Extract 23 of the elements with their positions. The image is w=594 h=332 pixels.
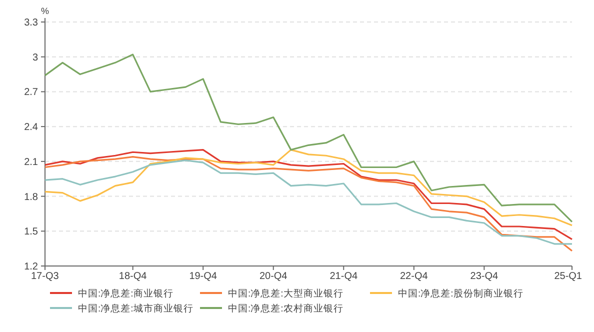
y-tick-label: 3 <box>32 52 38 64</box>
y-tick-label: 1.8 <box>24 192 38 203</box>
y-tick-label: 3.3 <box>24 18 38 28</box>
x-tick-label: 18-Q4 <box>118 271 148 282</box>
x-tick-label: 25-Q1 <box>554 271 582 282</box>
x-tick-label: 20-Q4 <box>259 271 288 282</box>
x-tick-label: 19-Q4 <box>189 271 218 282</box>
legend-label: 中国:净息差:商业银行 <box>78 288 174 300</box>
legend-label: 中国:净息差:股份制商业银行 <box>398 288 524 300</box>
y-tick-label: 1.2 <box>24 262 38 272</box>
plot: 1.2 1.5 1.8 2.1 2.4 2.7 3 3.3 % 17-Q3 18-Q4 19-Q4 20-Q4 21-Q4 22-Q4 23-Q4 25-Q1 <box>24 6 582 282</box>
x-tick-label: 22-Q4 <box>400 271 428 282</box>
y-axis-title: % <box>40 6 50 16</box>
legend-label: 中国:净息差:城市商业银行 <box>78 302 194 314</box>
y-tick-label: 2.1 <box>24 156 38 168</box>
y-tick-label: 1.5 <box>24 226 38 238</box>
legend-label: 中国:净息差:农村商业银行 <box>228 302 344 314</box>
x-tick-label: 23-Q4 <box>470 271 498 282</box>
x-tick-label: 21-Q4 <box>330 271 358 282</box>
legend-label: 中国:净息差:大型商业银行 <box>228 288 344 300</box>
y-tick-label: 2.4 <box>24 122 38 134</box>
y-tick-label: 2.7 <box>24 87 38 98</box>
x-tick-label: 17-Q3 <box>31 271 60 282</box>
